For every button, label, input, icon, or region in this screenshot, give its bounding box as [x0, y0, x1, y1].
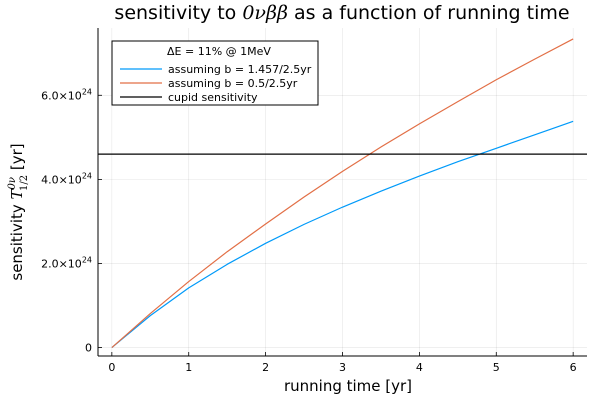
series-layer — [98, 38, 587, 349]
x-tick-labels: 0 1 2 3 4 5 6 — [108, 361, 576, 374]
y-axis-label: sensitivity T0ν1/2 [yr] — [7, 143, 30, 280]
chart-title: sensitivity to 0νββ as a function of run… — [114, 2, 569, 24]
legend-entry-1: assuming b = 1.457/2.5yr — [168, 63, 312, 76]
legend-title: ΔE = 11% @ 1MeV — [167, 45, 271, 58]
y-tick-label: 4.0×1024 — [41, 171, 92, 186]
legend-entry-2: assuming b = 0.5/2.5yr — [168, 77, 298, 90]
x-axis-label: running time [yr] — [284, 377, 412, 395]
y-tick-labels: 0 2.0×1024 4.0×1024 6.0×1024 — [41, 87, 92, 354]
legend: ΔE = 11% @ 1MeV assuming b = 1.457/2.5yra… — [111, 40, 319, 106]
axes — [97, 28, 587, 357]
x-tick-label: 6 — [570, 361, 577, 374]
x-tick-label: 4 — [416, 361, 423, 374]
x-tick-label: 3 — [339, 361, 346, 374]
x-tick-label: 2 — [262, 361, 269, 374]
y-tick-label: 6.0×1024 — [41, 87, 92, 102]
legend-box — [111, 40, 319, 106]
legend-entry-3: cupid sensitivity — [168, 91, 258, 104]
y-tick-label: 2.0×1024 — [41, 255, 92, 270]
x-tick-label: 5 — [493, 361, 500, 374]
x-tick-label: 1 — [185, 361, 192, 374]
x-tick-label: 0 — [108, 361, 115, 374]
y-tick-label: 0 — [85, 342, 92, 355]
series-line-1 — [111, 120, 574, 349]
series-line-2 — [111, 38, 574, 349]
